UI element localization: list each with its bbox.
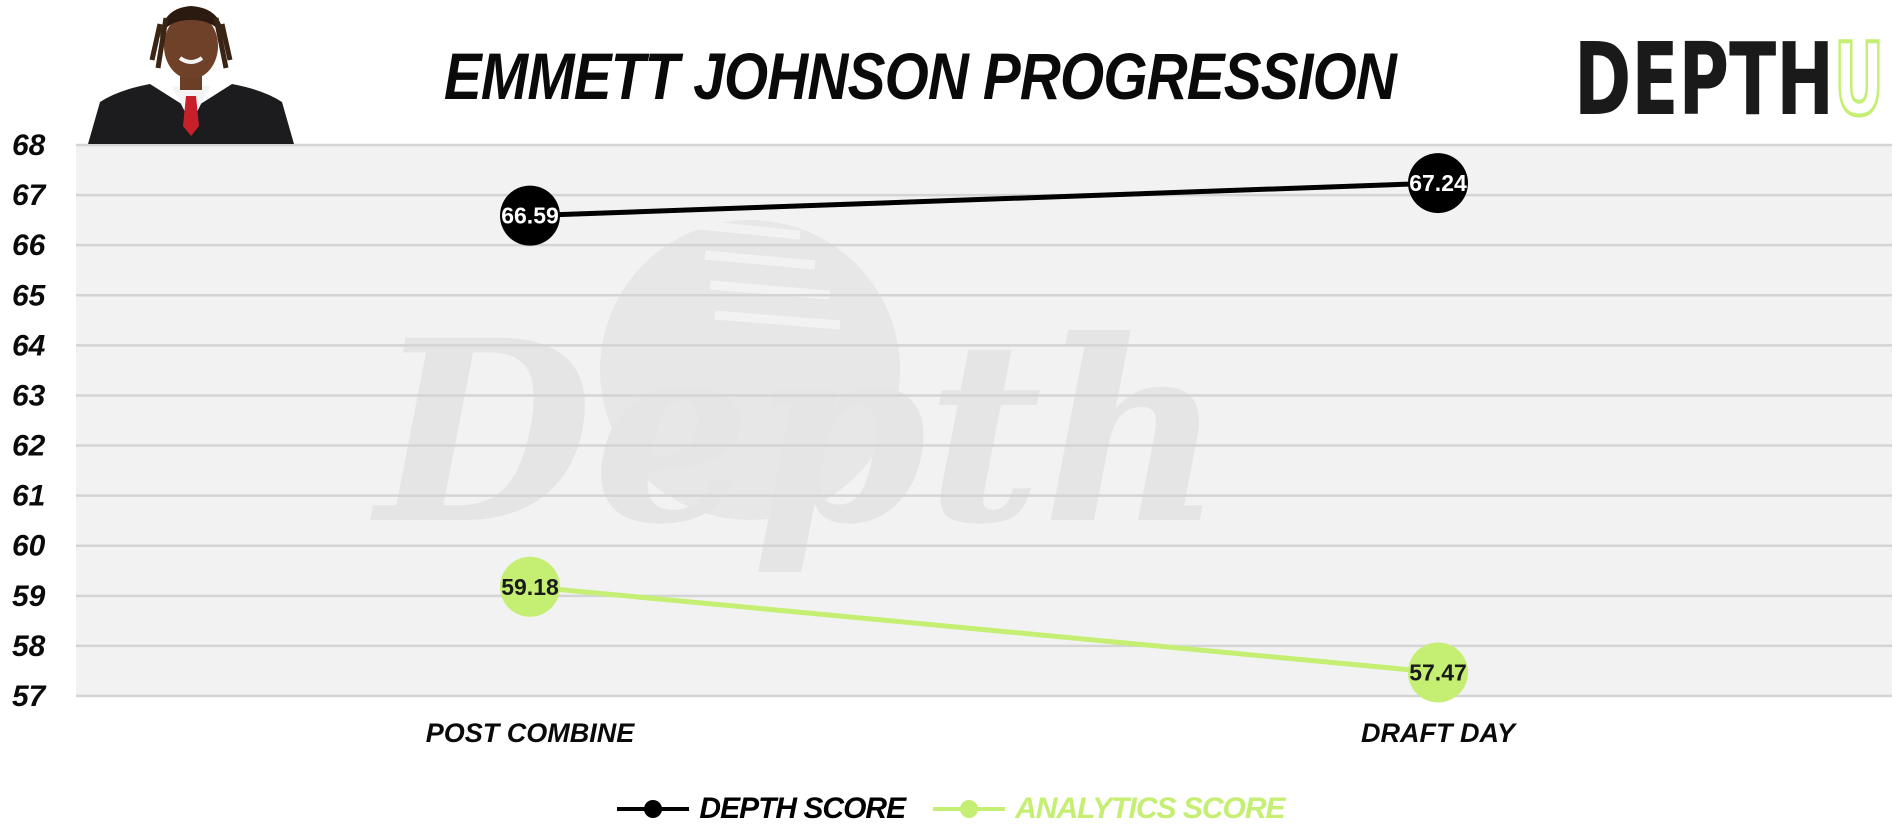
- logo-text-u: U: [1834, 34, 1884, 124]
- data-point: [500, 556, 560, 617]
- plot-background: [76, 145, 1892, 696]
- y-tick-label: 68: [12, 129, 46, 162]
- data-point: [1408, 642, 1468, 703]
- x-tick-label: POST COMBINE: [426, 718, 636, 748]
- legend-label-analytics-score: ANALYTICS SCORE: [1015, 792, 1285, 825]
- legend-marker-depth: [617, 800, 690, 818]
- y-tick-label: 63: [12, 379, 46, 412]
- watermark-laces: [699, 220, 841, 330]
- y-tick-label: 67: [12, 179, 47, 212]
- y-tick-label: 66: [12, 229, 46, 262]
- data-label: 66.59: [501, 203, 559, 229]
- x-axis: POST COMBINE DRAFT DAY: [426, 718, 1518, 748]
- watermark-text: Depth: [370, 285, 1224, 579]
- legend-marker-analytics: [933, 800, 1006, 818]
- y-axis: 57 58 59 60 61 62 63 64 65 66 67 68: [12, 129, 47, 713]
- depthu-logo: DEPTH U: [1572, 19, 1888, 140]
- y-tick-label: 58: [12, 630, 46, 663]
- data-label: 59.18: [501, 574, 559, 600]
- logo-text-depth: DEPTH: [1574, 34, 1834, 124]
- series-layer: 66.59 67.24 59.18 57.47: [500, 153, 1468, 703]
- y-tick-label: 61: [12, 480, 45, 513]
- y-tick-label: 59: [12, 580, 46, 613]
- y-tick-label: 60: [12, 530, 46, 563]
- y-tick-label: 64: [12, 329, 46, 362]
- series-line: [529, 180, 1439, 219]
- gridlines: [76, 143, 1892, 698]
- x-tick-label: DRAFT DAY: [1361, 718, 1518, 748]
- legend: DEPTH SCORE ANALYTICS SCORE: [0, 792, 1900, 826]
- legend-label-depth-score: DEPTH SCORE: [699, 792, 906, 825]
- data-label: 67.24: [1409, 170, 1467, 196]
- chart-title: EMMETT JOHNSON PROGRESSION: [443, 39, 1397, 113]
- legend-item-analytics-score: ANALYTICS SCORE: [931, 792, 1286, 826]
- legend-item-depth-score: DEPTH SCORE: [615, 792, 906, 826]
- data-label: 57.47: [1409, 659, 1467, 685]
- player-avatar: [88, 2, 294, 144]
- y-tick-label: 57: [12, 680, 47, 713]
- data-point: [500, 185, 560, 246]
- data-point: [1408, 153, 1468, 214]
- y-tick-label: 62: [12, 430, 46, 463]
- y-tick-label: 65: [12, 279, 47, 312]
- series-line: [529, 584, 1439, 675]
